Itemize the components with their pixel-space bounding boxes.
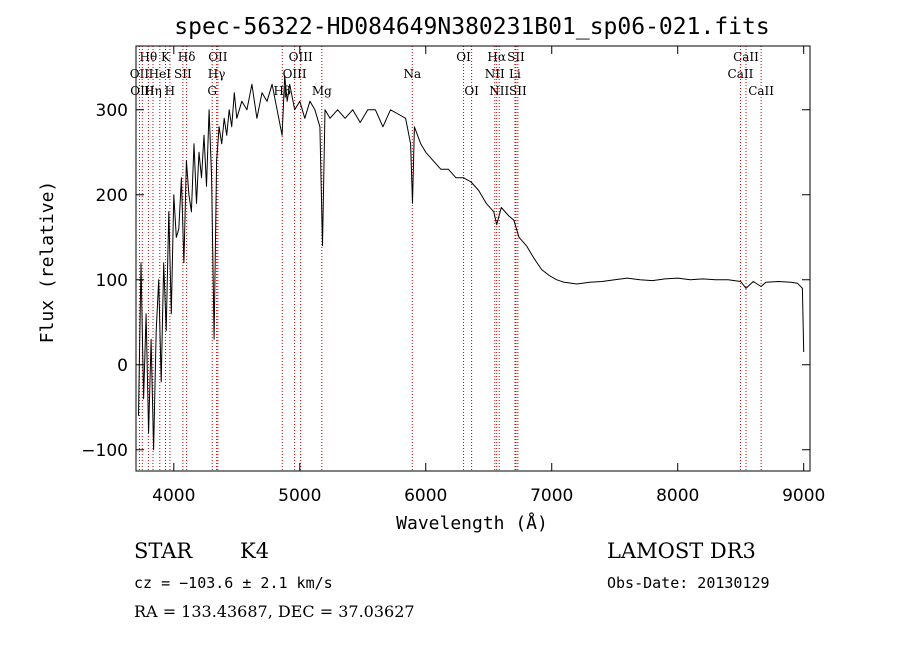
line-label: OIII <box>283 67 307 81</box>
line-label: G <box>207 84 217 98</box>
line-label: CaII <box>728 67 754 81</box>
line-label: OI <box>464 84 479 98</box>
x-tick-label: 6000 <box>404 486 447 506</box>
subclass: K4 <box>240 539 270 563</box>
survey-name: LAMOST DR3 <box>607 539 756 563</box>
line-label: Hη <box>144 84 162 98</box>
line-label: Hθ <box>139 50 157 64</box>
line-label: SII <box>509 84 527 98</box>
line-label: NII <box>489 84 509 98</box>
y-axis-label: Flux (relative) <box>37 181 58 344</box>
line-label: Na <box>403 67 421 81</box>
x-tick-label: 8000 <box>656 486 699 506</box>
line-label: CaII <box>748 84 774 98</box>
spectrum-series <box>138 75 805 451</box>
x-tick-label: 4000 <box>152 486 195 506</box>
line-label: OII <box>208 50 228 64</box>
line-label: OII <box>130 67 150 81</box>
line-label: Li <box>509 67 521 81</box>
y-tick-label: 100 <box>96 271 128 291</box>
line-label: OIII <box>289 50 313 64</box>
plot-frame <box>135 45 811 472</box>
line-label: Mg <box>312 84 332 98</box>
line-label: SII <box>507 50 525 64</box>
line-label: OI <box>456 50 471 64</box>
line-label: Hα <box>487 50 506 64</box>
y-tick-label: 300 <box>96 101 128 121</box>
y-tick-label: −100 <box>81 441 128 461</box>
line-label: HeI <box>149 67 172 81</box>
x-tick-label: 9000 <box>782 486 825 506</box>
obs-date: Obs-Date: 20130129 <box>607 574 770 592</box>
x-axis-label: Wavelength (Å) <box>396 512 548 534</box>
line-label: Hγ <box>208 67 226 81</box>
line-label: CaII <box>733 50 759 64</box>
coordinates-text: RA = 133.43687, DEC = 37.03627 <box>134 602 415 621</box>
y-tick-label: 200 <box>96 186 128 206</box>
line-label: SII <box>174 67 192 81</box>
chart-title: spec-56322-HD084649N380231B01_sp06-021.f… <box>174 14 769 40</box>
line-label: K <box>161 50 171 64</box>
object-class: STAR <box>134 539 193 563</box>
y-tick-label: 0 <box>117 356 128 376</box>
line-label: H <box>165 84 175 98</box>
redshift-text: cz = −103.6 ± 2.1 km/s <box>134 574 333 592</box>
line-label: NII <box>485 67 505 81</box>
line-label: Hδ <box>178 50 196 64</box>
x-tick-label: 5000 <box>278 486 321 506</box>
x-tick-label: 7000 <box>530 486 573 506</box>
